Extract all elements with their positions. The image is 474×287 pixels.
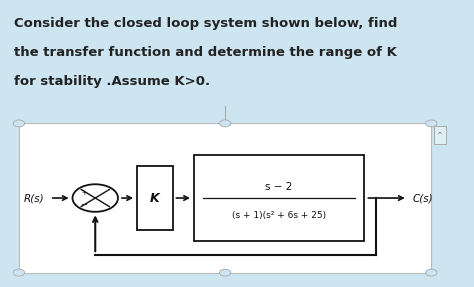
- Text: R(s): R(s): [24, 193, 45, 203]
- Text: s − 2: s − 2: [265, 182, 293, 191]
- Bar: [137, 166, 173, 230]
- Text: for stability .Assume K>0.: for stability .Assume K>0.: [14, 75, 210, 88]
- Bar: [434, 126, 446, 144]
- Text: (s + 1)(s² + 6s + 25): (s + 1)(s² + 6s + 25): [232, 211, 326, 220]
- Text: K: K: [150, 191, 160, 205]
- Text: −: −: [81, 200, 87, 209]
- Text: Consider the closed loop system shown below, find: Consider the closed loop system shown be…: [14, 17, 398, 30]
- Circle shape: [219, 269, 231, 276]
- Text: +: +: [81, 190, 87, 196]
- Bar: [19, 123, 431, 273]
- Circle shape: [426, 120, 437, 127]
- Circle shape: [13, 269, 25, 276]
- Ellipse shape: [73, 184, 118, 212]
- Circle shape: [426, 269, 437, 276]
- Text: ^: ^: [437, 132, 443, 138]
- Text: the transfer function and determine the range of K: the transfer function and determine the …: [14, 46, 397, 59]
- Text: C(s): C(s): [412, 193, 433, 203]
- Circle shape: [13, 120, 25, 127]
- Bar: [194, 155, 365, 241]
- Circle shape: [219, 120, 231, 127]
